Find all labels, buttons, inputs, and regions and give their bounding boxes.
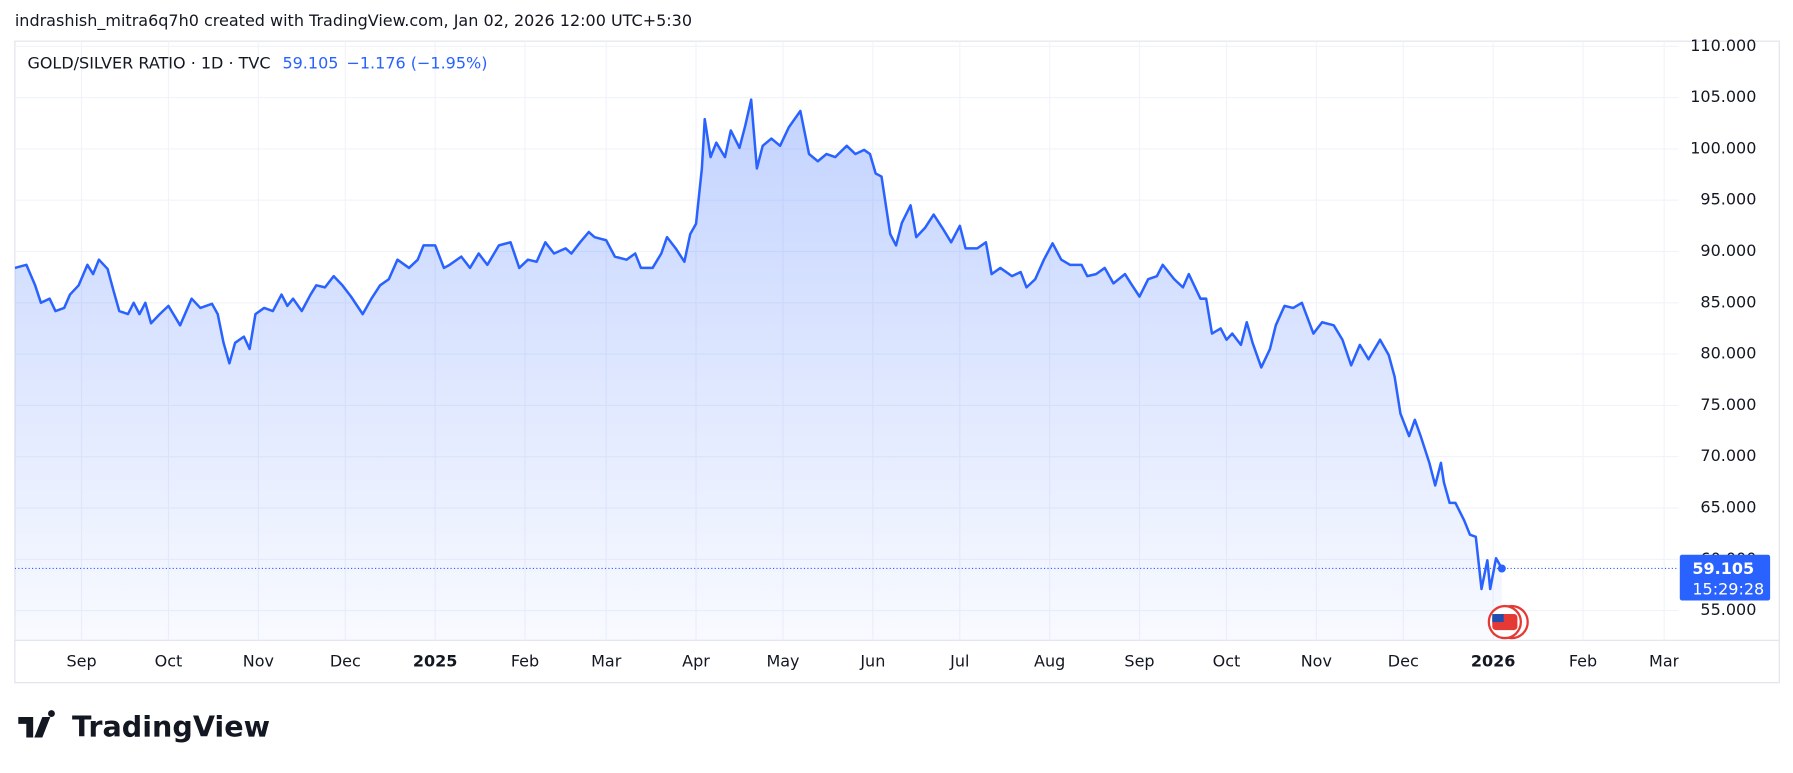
y-tick-label: 100.000 xyxy=(1690,138,1756,157)
logo-text: TradingView xyxy=(72,709,270,743)
x-tick-label: Apr xyxy=(682,652,710,671)
time-axis: Sep Oct Nov Dec 2025 Feb Mar Apr May Jun Jul Aug Sep… xyxy=(66,652,1680,671)
x-tick-label: Sep xyxy=(66,652,96,671)
event-flags xyxy=(1487,604,1529,640)
x-tick-label: 2026 xyxy=(1471,652,1516,671)
x-tick-label: Mar xyxy=(1649,652,1680,671)
y-tick-label: 65.000 xyxy=(1700,497,1756,516)
y-tick-label: 110.000 xyxy=(1690,36,1756,55)
price-line xyxy=(14,98,1503,591)
plot xyxy=(14,98,1679,641)
x-tick-label: Nov xyxy=(1301,652,1332,671)
price-axis: 55.00060.00065.00070.00075.00080.00085.0… xyxy=(1679,36,1771,619)
last-price: 59.105 xyxy=(282,54,338,73)
x-tick-label: Jul xyxy=(949,652,969,671)
last-point xyxy=(1497,564,1506,573)
y-tick-label: 95.000 xyxy=(1700,190,1756,209)
flag-icon xyxy=(1492,614,1504,623)
x-tick-label: Feb xyxy=(1569,652,1597,671)
y-tick-label: 70.000 xyxy=(1700,446,1756,465)
area-fill xyxy=(14,99,1502,641)
x-tick-label: Sep xyxy=(1124,652,1154,671)
logo-mark xyxy=(18,710,55,738)
x-tick-label: Aug xyxy=(1034,652,1065,671)
y-tick-label: 80.000 xyxy=(1700,344,1756,363)
y-tick-label: 75.000 xyxy=(1700,395,1756,414)
x-tick-label: Oct xyxy=(1213,652,1241,671)
countdown: 15:29:28 xyxy=(1692,580,1764,599)
x-tick-label: Jun xyxy=(859,652,885,671)
x-tick-label: Dec xyxy=(330,652,361,671)
price-label: 59.105 xyxy=(1692,559,1754,578)
x-tick-label: Nov xyxy=(243,652,274,671)
x-tick-label: Mar xyxy=(591,652,622,671)
y-tick-label: 85.000 xyxy=(1700,292,1756,311)
price-change: −1.176 (−1.95%) xyxy=(346,54,487,73)
legend: GOLD/SILVER RATIO · 1D · TVC 59.105 −1.1… xyxy=(27,54,487,73)
x-tick-label: Oct xyxy=(155,652,183,671)
y-tick-label: 90.000 xyxy=(1700,241,1756,260)
x-tick-label: Dec xyxy=(1388,652,1419,671)
x-tick-label: May xyxy=(766,652,799,671)
price-label-box xyxy=(1679,554,1771,601)
attribution: indrashish_mitra6q7h0 created with Tradi… xyxy=(15,11,692,31)
y-tick-label: 55.000 xyxy=(1700,600,1756,619)
x-tick-label: Feb xyxy=(511,652,539,671)
y-tick-label: 105.000 xyxy=(1690,87,1756,106)
logo: TradingView xyxy=(18,709,270,743)
x-tick-label: 2025 xyxy=(413,652,458,671)
symbol-name: GOLD/SILVER RATIO · 1D · TVC xyxy=(27,54,270,73)
